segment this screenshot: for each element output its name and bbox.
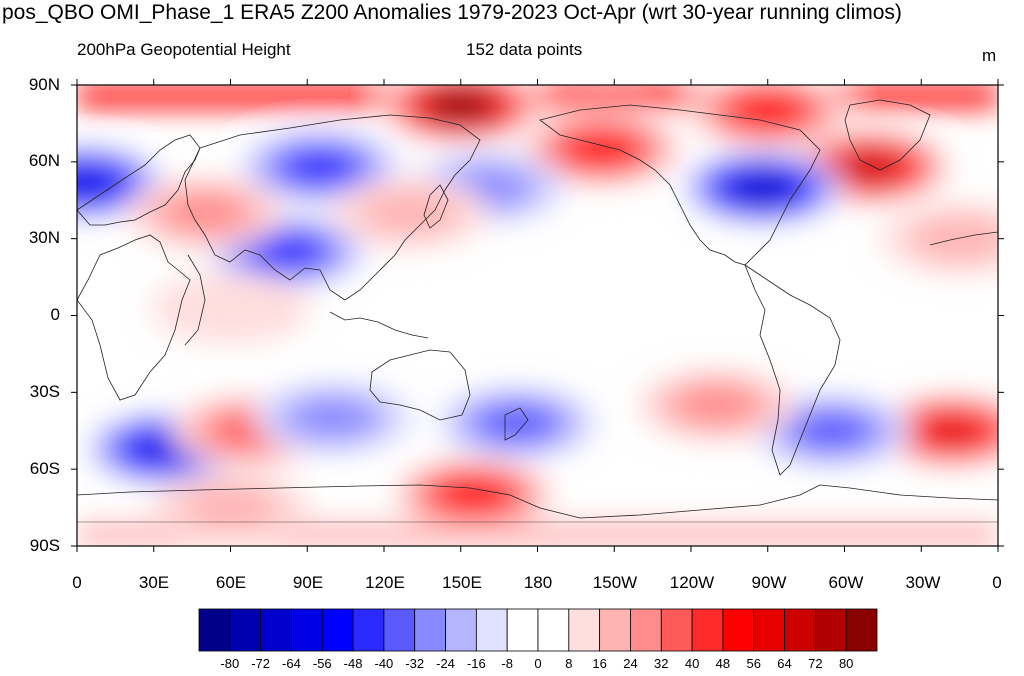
colorbar-label: 48 [715,656,731,671]
colorbar-swatch [198,608,231,652]
anomaly-blob [292,399,373,437]
colorbar-swatch [383,608,416,652]
anomaly-blob [254,236,319,267]
colorbar-swatch [753,608,785,652]
lon-label-150w: 150W [592,573,638,592]
colorbar-swatch [845,608,878,652]
colorbar-label: 16 [592,656,607,671]
lon-label-120w: 120W [669,573,715,592]
colorbar-swatch [630,608,662,652]
antarctic-anomaly-band [77,524,998,546]
colorbar-swatch [568,608,601,652]
colorbar-label: -16 [466,656,486,671]
data-points-subtitle: 152 data points [466,40,583,59]
anomaly-blob [180,484,281,531]
colorbar-swatch [660,608,693,652]
lon-label-60e: 60E [215,573,247,592]
colorbar-swatch [537,608,570,652]
lon-label-60w: 60W [828,573,864,592]
colorbar-label: 8 [565,656,573,671]
coastlines [77,99,998,523]
anomaly-blob [737,96,798,125]
anomaly-blob [735,174,791,201]
colorbar-label: -64 [282,656,301,671]
anomaly-blob [923,417,981,445]
colorbar-swatch [722,608,755,652]
lat-label-90s: 90S [29,536,60,555]
colorbar-swatch [291,608,323,652]
colorbar-swatch [475,608,508,652]
lon-label-180: 180 [523,573,553,592]
colorbar-swatch [352,608,385,652]
lon-label-150e: 150E [442,573,482,592]
colorbar-label: 32 [654,656,669,671]
colorbar-swatch [445,608,477,652]
anomaly-blob [443,480,504,510]
lat-label-60s: 60S [29,459,60,478]
anomaly-blob [164,194,245,232]
colorbar-label: 64 [777,656,792,671]
lon-label-30e: 30E [138,573,170,592]
anomaly-field [77,85,998,546]
colorbar-label: 40 [684,656,700,671]
colorbar-label: 80 [838,656,854,671]
anomaly-blob [842,153,898,181]
colorbar-swatch [599,608,631,652]
colorbar-label: -32 [405,656,425,671]
variable-subtitle: 200hPa Geopotential Height [77,40,291,59]
anomaly-blob [676,386,757,424]
lon-label-90e: 90E [292,573,324,592]
colorbar-swatch [321,608,354,652]
lat-label-60n: 60N [28,151,60,170]
anomaly-blob [77,168,114,197]
lon-label-0-east: 0 [992,573,1002,592]
colorbar-swatch [414,608,446,652]
colorbar-label: 72 [808,656,823,671]
colorbar-label: -56 [312,656,332,671]
lat-label-30s: 30S [29,382,60,401]
colorbar-swatch [506,608,539,652]
lon-label-0: 0 [72,573,82,592]
lon-label-90w: 90W [751,573,787,592]
units-label: m [982,46,997,65]
colorbar-label: -24 [436,656,455,671]
colorbar-label: -8 [501,656,513,671]
anomaly-blob [909,215,998,262]
colorbar-label: 24 [623,656,638,671]
lat-label-30n: 30N [28,228,60,247]
colorbar-swatch [260,608,292,652]
anomaly-blob [150,271,311,344]
lat-label-0: 0 [50,305,60,324]
axis-ticks [71,79,1004,552]
plot-title: pos_QBO OMI_Phase_1 ERA5 Z200 Anomalies … [2,1,902,24]
lon-label-120e: 120E [365,573,405,592]
colorbar-label: 0 [534,656,542,671]
lon-label-30w: 30W [905,573,941,592]
colorbar-label: -48 [343,656,363,671]
anomaly-blob [288,151,353,183]
colorbar-label: -72 [251,656,271,671]
colorbar-swatch [691,608,724,652]
anomaly-blob [482,406,553,440]
colorbar-swatch [784,608,816,652]
colorbar [198,608,878,652]
colorbar-swatch [229,608,262,652]
anomaly-blob [434,92,487,119]
colorbar-label: 56 [746,656,761,671]
anomaly-blob [359,190,460,237]
colorbar-label: -80 [220,656,240,671]
colorbar-swatch [814,608,847,652]
colorbar-label: -40 [374,656,394,671]
anomaly-blob [571,134,632,164]
anomaly-blob [796,414,867,448]
lat-label-90n: 90N [28,75,60,94]
